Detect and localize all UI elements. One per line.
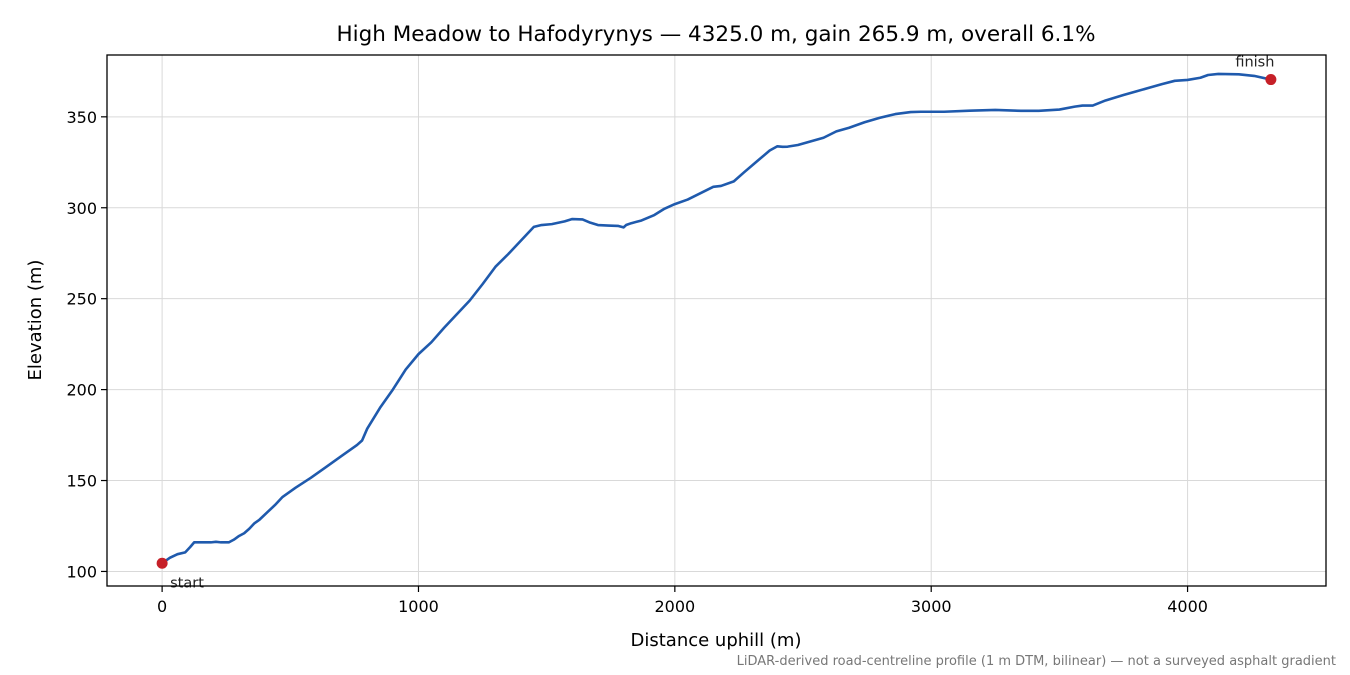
series-layer	[160, 72, 1273, 565]
y-tick-label: 100	[66, 562, 97, 581]
y-tick-label: 150	[66, 472, 97, 491]
y-tick-label: 350	[66, 108, 97, 127]
plot-frame	[106, 54, 1327, 587]
x-tick-label: 0	[157, 597, 167, 616]
start-label: start	[170, 575, 204, 591]
x-tick-label: 3000	[911, 597, 952, 616]
axis-ticks: 0 1000 2000 3000 4000 100 150 200 250 300 350	[66, 108, 1207, 616]
data-source-note: LiDAR-derived road-centreline profile (1…	[737, 654, 1336, 669]
finish-label: finish	[1235, 55, 1274, 71]
y-tick-label: 200	[66, 381, 97, 400]
chart-title: High Meadow to Hafodyrynys — 4325.0 m, g…	[336, 22, 1095, 47]
x-tick-label: 2000	[654, 597, 695, 616]
y-axis-label: Elevation (m)	[25, 260, 46, 381]
start-marker	[156, 557, 168, 569]
x-axis-label: Distance uphill (m)	[631, 630, 802, 651]
x-tick-label: 1000	[398, 597, 439, 616]
y-tick-label: 250	[66, 290, 97, 309]
finish-marker	[1265, 74, 1277, 86]
endpoint-markers: start finish	[156, 55, 1277, 591]
grid	[107, 55, 1326, 586]
elevation-line	[160, 72, 1273, 565]
y-tick-label: 300	[66, 199, 97, 218]
x-tick-label: 4000	[1167, 597, 1208, 616]
